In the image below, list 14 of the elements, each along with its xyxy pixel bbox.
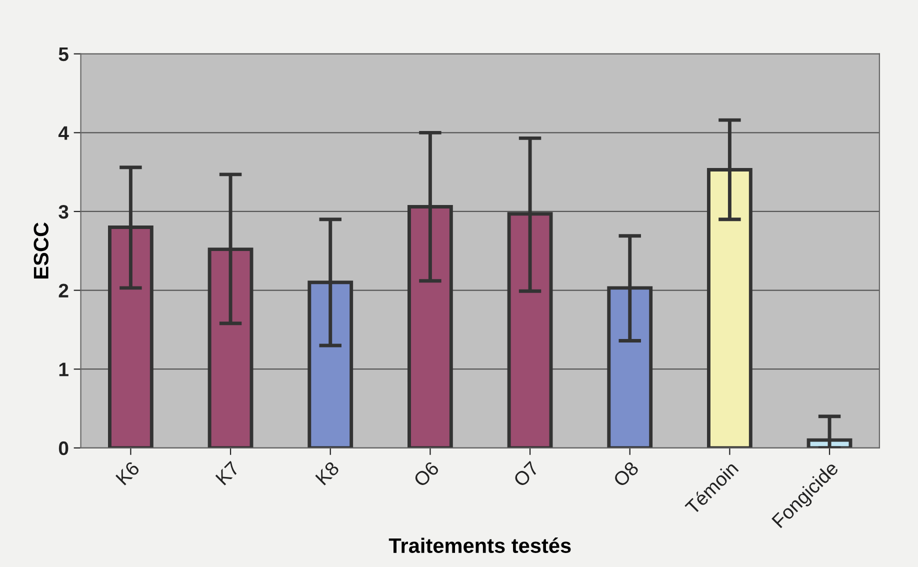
x-tick-label: K7: [215, 460, 240, 486]
x-tick-label: K8: [315, 460, 340, 486]
y-tick-label: 4: [58, 126, 69, 140]
x-tick-label: K6: [115, 460, 140, 486]
y-tick-label: 0: [58, 441, 68, 456]
x-tick-label: O7: [512, 460, 540, 488]
y-tick-label: 2: [58, 284, 68, 298]
x-tick-label: O8: [612, 460, 640, 488]
y-tick-label: 5: [58, 48, 68, 62]
y-axis-title: ESCC: [34, 222, 48, 278]
y-tick-label: 1: [59, 362, 68, 376]
x-tick-label: O6: [412, 460, 440, 488]
y-tick-label: 3: [58, 204, 68, 219]
x-axis-title: Traitements testés: [388, 538, 571, 554]
